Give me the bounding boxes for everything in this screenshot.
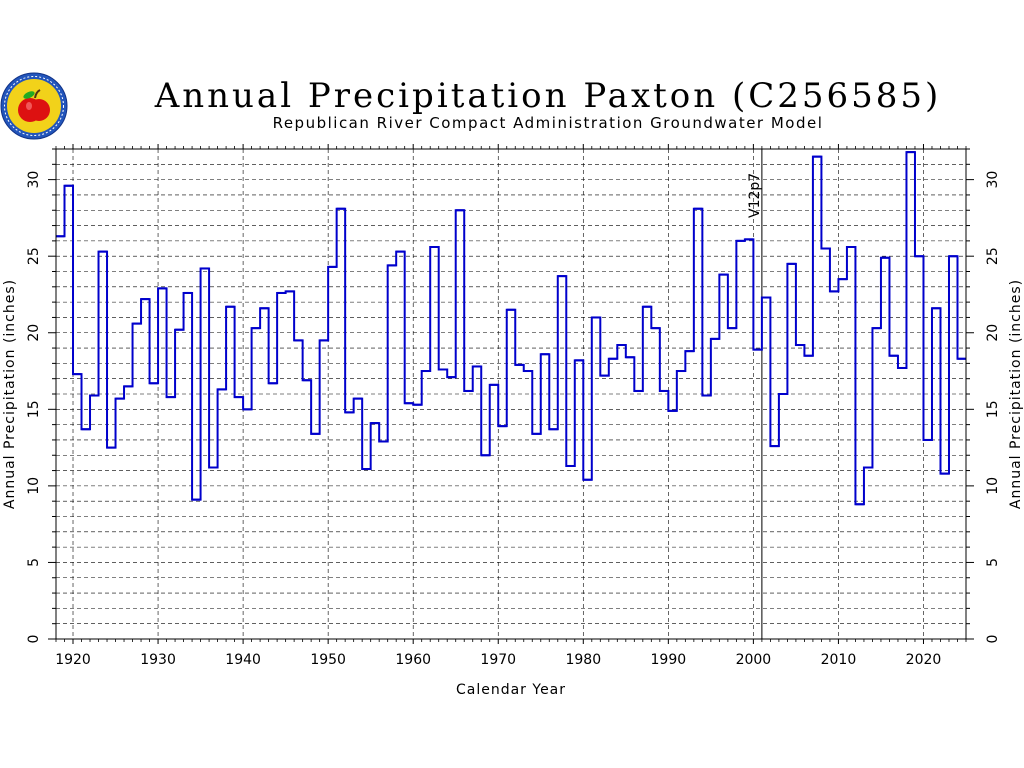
x-tick-label: 1930 [140, 652, 176, 668]
x-axis-label: Calendar Year [456, 682, 566, 698]
precipitation-step-line [56, 151, 966, 506]
y-tick-label-right: 15 [985, 400, 1001, 418]
y-tick-label-left: 5 [26, 558, 42, 567]
y-tick-label-left: 15 [26, 400, 42, 418]
grid-lines [56, 149, 966, 639]
x-tick-label: 2000 [736, 652, 772, 668]
plot-area: V12p7 1920 1930 1940 1950 1960 1970 1980 1990 20… [26, 144, 1001, 668]
x-tick-label: 1950 [310, 652, 346, 668]
y-axis-label-right: Annual Precipitation (inches) [1008, 279, 1024, 509]
x-tick-label: 1990 [651, 652, 687, 668]
x-tick-label: 1970 [480, 652, 516, 668]
chart-subtitle: Republican River Compact Administration … [273, 114, 824, 132]
y-tick-label-right: 5 [985, 558, 1001, 567]
y-tick-label-right: 0 [985, 635, 1001, 644]
x-tick-label: 2010 [821, 652, 857, 668]
y-tick-label-left: 25 [26, 247, 42, 265]
x-tick-label: 1980 [565, 652, 601, 668]
y-axis-label-left: Annual Precipitation (inches) [2, 279, 18, 509]
y-tick-label-left: 0 [26, 635, 42, 644]
x-tick-label: 1960 [395, 652, 431, 668]
rrca-logo [0, 72, 68, 140]
x-tick-label: 1920 [55, 652, 91, 668]
y-tick-label-right: 20 [985, 324, 1001, 342]
axis-ticks: 1920 1930 1940 1950 1960 1970 1980 1990 2000 2010… [26, 144, 1001, 668]
y-tick-label-right: 25 [985, 247, 1001, 265]
x-tick-label: 1940 [225, 652, 261, 668]
version-marker-label: V12p7 [747, 173, 763, 218]
y-tick-label-left: 30 [26, 171, 42, 189]
y-tick-label-right: 30 [985, 171, 1001, 189]
y-tick-label-right: 10 [985, 477, 1001, 495]
y-tick-label-left: 20 [26, 324, 42, 342]
precipitation-series [56, 151, 966, 506]
chart-title: Annual Precipitation Paxton (C256585) [154, 76, 942, 116]
y-tick-label-left: 10 [26, 477, 42, 495]
x-tick-label: 2020 [906, 652, 942, 668]
version-marker: V12p7 [747, 149, 763, 639]
